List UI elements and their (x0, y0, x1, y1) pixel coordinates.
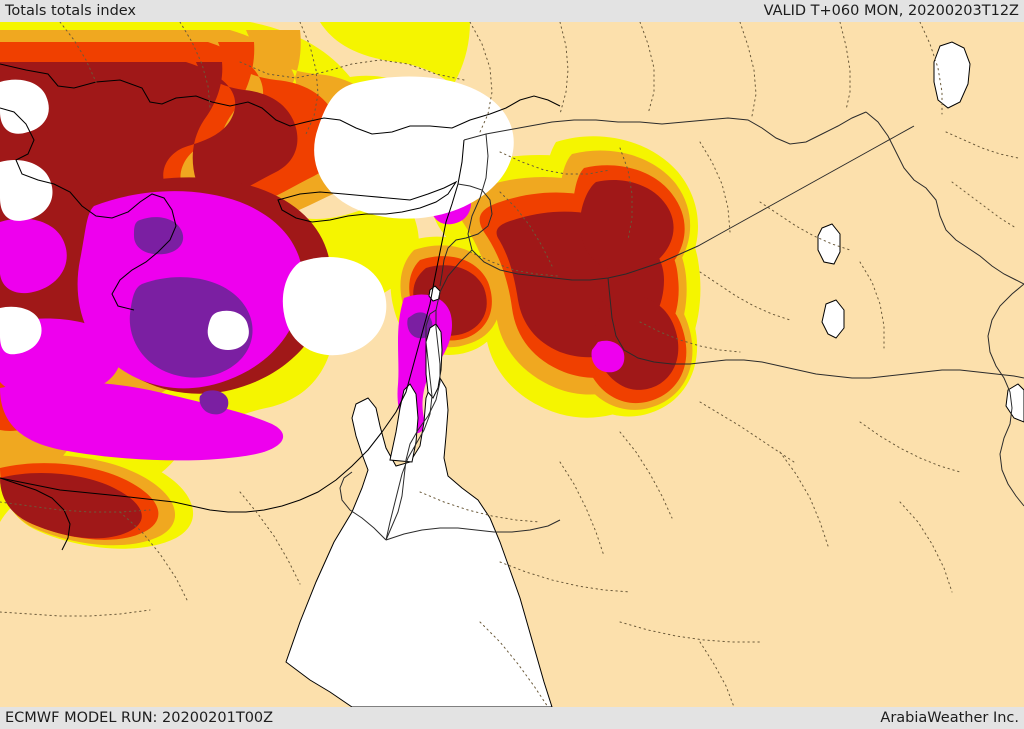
valid-time-label: VALID T+060 MON, 20200203T12Z (763, 3, 1019, 19)
iraq-iran-border-south (987, 283, 1024, 507)
turkey-aegean-coast (0, 107, 177, 311)
admin-line-egypt-1 (0, 501, 151, 513)
contour-band-white (0, 76, 514, 356)
purple-patch-south (199, 390, 229, 415)
levant-mediterranean-coast (0, 139, 465, 513)
page-title: Totals totals index (5, 3, 137, 19)
admin-line-syria-1 (499, 151, 611, 175)
cyprus (277, 180, 458, 223)
turkey-syria-border (463, 111, 867, 145)
magenta-patch-northwest (0, 218, 67, 294)
admin-line-syria-3 (469, 251, 559, 277)
purple-patch-north (134, 217, 184, 255)
admin-line-syria-4 (499, 191, 553, 267)
admin-line-syria-2 (619, 147, 633, 241)
provider-credit: ArabiaWeather Inc. (880, 710, 1019, 726)
admin-line-iraq-2 (759, 201, 851, 251)
admin-line-turkey-4 (559, 22, 569, 115)
white-pocket-aegean-a (0, 79, 49, 134)
admin-line-saudi-9 (619, 621, 761, 643)
admin-line-egypt-3 (0, 609, 151, 617)
admin-line-turkey-7 (839, 22, 851, 111)
white-pocket-levant-coast (282, 256, 387, 356)
jordan-west-border (385, 249, 473, 541)
turkey-south-coast (0, 63, 561, 135)
admin-line-turkey-3 (469, 22, 493, 133)
map-viewport[interactable] (0, 22, 1024, 707)
totals-totals-index-contour-map[interactable] (0, 22, 1024, 707)
admin-line-turkey-9 (59, 22, 97, 83)
coastlines-and-borders (0, 63, 1024, 551)
admin-line-saudi-4 (419, 491, 541, 523)
lake-habbaniyah (821, 299, 845, 339)
lake-urmia (933, 41, 971, 109)
purple-core-main (129, 277, 253, 378)
footer-bar: ECMWF MODEL RUN: 20200201T00Z ArabiaWeat… (0, 707, 1024, 729)
admin-line-turkey-8 (179, 22, 211, 109)
white-pocket-aegean-b (0, 160, 53, 221)
header-bar: Totals totals index VALID T+060 MON, 202… (0, 0, 1024, 22)
admin-line-iraq-3 (699, 271, 791, 321)
white-pocket-aegean-c (0, 306, 42, 355)
iraq-iran-border-north (865, 111, 1024, 285)
admin-line-turkey-2 (299, 22, 319, 135)
model-run-label: ECMWF MODEL RUN: 20200201T00Z (5, 710, 274, 726)
admin-line-iran-2 (945, 131, 1019, 159)
dark-red-band-north (580, 180, 674, 273)
admin-line-egypt-4 (239, 491, 301, 585)
jordan-saudi-border (385, 519, 561, 541)
admin-line-iraq-5 (859, 261, 885, 349)
admin-line-turkey-1 (239, 59, 465, 81)
egypt-mediterranean-coast (0, 477, 71, 551)
admin-line-saudi-11 (479, 621, 549, 707)
white-pocket-inner (207, 310, 249, 350)
admin-line-saudi-6 (779, 451, 829, 547)
admin-line-turkey-6 (739, 22, 757, 117)
israel-jordan-border (385, 309, 437, 541)
admin-line-iran-3 (951, 181, 1017, 229)
magenta-band-south-sea (0, 381, 284, 461)
admin-line-turkey-5 (639, 22, 655, 115)
admin-line-saudi-2 (619, 431, 673, 519)
admin-line-iran-1 (919, 22, 943, 115)
water-bodies (285, 41, 1024, 707)
contour-band-purple (129, 217, 433, 415)
admin-line-iraq-1 (699, 141, 731, 233)
admin-boundaries (0, 22, 1019, 707)
magenta-patch-jordan (591, 340, 625, 373)
egypt-israel-border (339, 471, 387, 541)
iraq-saudi-border (607, 277, 1024, 379)
admin-line-egypt-2 (119, 511, 189, 603)
lebanon-syria-border (439, 183, 493, 287)
admin-line-saudi-7 (859, 421, 961, 473)
contour-bands (0, 22, 701, 549)
white-pocket-cyprus-sea (314, 76, 514, 219)
lake-tharthar (817, 223, 841, 265)
